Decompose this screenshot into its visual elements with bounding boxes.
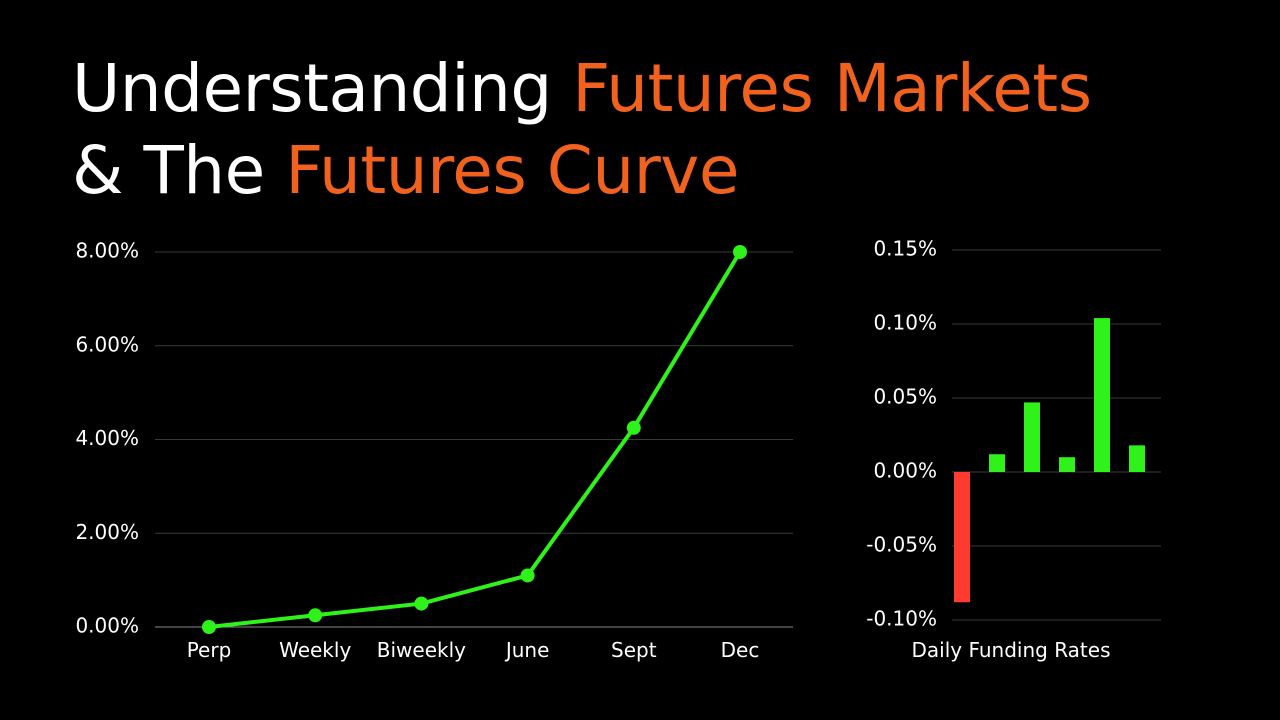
y-tick-label: 0.10% bbox=[873, 311, 937, 335]
y-tick-label: -0.10% bbox=[866, 607, 937, 631]
x-tick-label: June bbox=[504, 638, 550, 662]
y-tick-label: 0.05% bbox=[873, 385, 937, 409]
y-tick-label: 0.00% bbox=[873, 459, 937, 483]
data-point bbox=[626, 420, 641, 435]
title-line-1-plain: Understanding bbox=[72, 50, 552, 127]
bar bbox=[1094, 318, 1110, 472]
bar bbox=[954, 472, 970, 603]
futures-curve-line bbox=[207, 250, 742, 629]
bar bbox=[1129, 445, 1145, 472]
y-tick-label: -0.05% bbox=[866, 533, 937, 557]
bar bbox=[1059, 457, 1075, 472]
data-point bbox=[202, 620, 216, 634]
x-tick-label: Weekly bbox=[279, 638, 351, 662]
title-line-1-highlight: Futures Markets bbox=[572, 50, 1092, 127]
y-tick-label: 0.00% bbox=[75, 614, 139, 638]
y-tick-label: 4.00% bbox=[75, 426, 139, 450]
x-tick-label: Dec bbox=[721, 638, 760, 662]
data-point bbox=[414, 596, 429, 611]
x-tick-label: Biweekly bbox=[377, 638, 466, 662]
data-point bbox=[308, 608, 323, 623]
y-tick-label: 6.00% bbox=[75, 332, 139, 356]
funding-rates-chart: -0.10% -0.05% 0.00% 0.05% 0.10% 0.15% Daily Fu… bbox=[866, 237, 1161, 662]
y-tick-label: 0.15% bbox=[873, 237, 937, 261]
futures-curve-chart: 0.00% 2.00% 4.00% 6.00% 8.00% Perp Weekly Biwee… bbox=[75, 239, 793, 662]
x-tick-label: Sept bbox=[611, 638, 657, 662]
y-tick-label: 8.00% bbox=[75, 239, 139, 263]
y-tick-label: 2.00% bbox=[75, 520, 139, 544]
bar bbox=[1024, 402, 1040, 472]
data-point bbox=[520, 568, 535, 583]
x-tick-label: Perp bbox=[187, 638, 232, 662]
page-title: Understanding Futures Markets & The Futu… bbox=[72, 48, 1092, 212]
title-line-2: & The Futures Curve bbox=[72, 132, 739, 209]
bar bbox=[989, 454, 1005, 472]
title-line-2-plain: & The bbox=[72, 132, 265, 209]
x-axis-label: Daily Funding Rates bbox=[912, 638, 1111, 662]
title-line-2-highlight: Futures Curve bbox=[285, 132, 739, 209]
title-line-1: Understanding Futures Markets bbox=[72, 50, 1092, 127]
data-point bbox=[733, 245, 747, 259]
